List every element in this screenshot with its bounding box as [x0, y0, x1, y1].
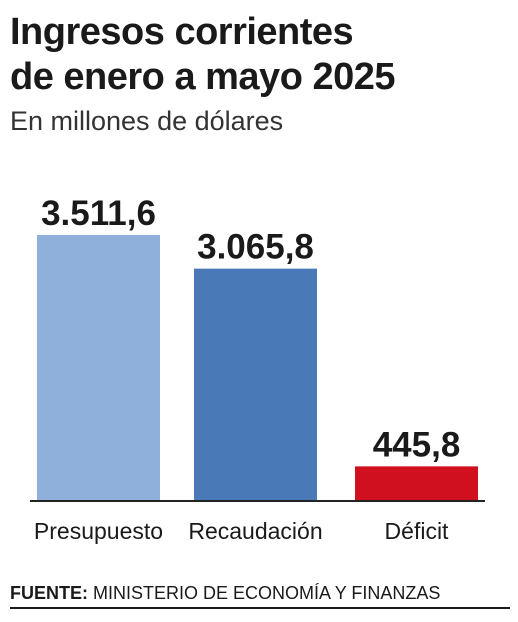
bar-deficit — [355, 466, 478, 500]
category-label-recaudacion: Recaudación — [188, 518, 322, 544]
value-label-recaudacion: 3.065,8 — [197, 228, 314, 267]
title-line-2: de enero a mayo 2025 — [10, 56, 396, 98]
category-label-deficit: Déficit — [385, 518, 450, 544]
bar-recaudacion — [194, 268, 317, 500]
footer-divider — [10, 607, 510, 609]
chart-title: Ingresos corrientes de enero a mayo 2025 — [10, 10, 510, 100]
chart-subtitle: En millones de dólares — [10, 106, 284, 136]
bar-presupuesto — [37, 235, 160, 500]
source-note: FUENTE: MINISTERIO DE ECONOMÍA Y FINANZA… — [10, 583, 440, 604]
category-label-presupuesto: Presupuesto — [34, 518, 163, 544]
source-label: FUENTE: — [10, 583, 88, 603]
source-text: MINISTERIO DE ECONOMÍA Y FINANZAS — [93, 583, 441, 603]
value-label-presupuesto: 3.511,6 — [41, 194, 156, 233]
title-line-1: Ingresos corrientes — [10, 11, 354, 53]
value-label-deficit: 445,8 — [373, 425, 461, 464]
